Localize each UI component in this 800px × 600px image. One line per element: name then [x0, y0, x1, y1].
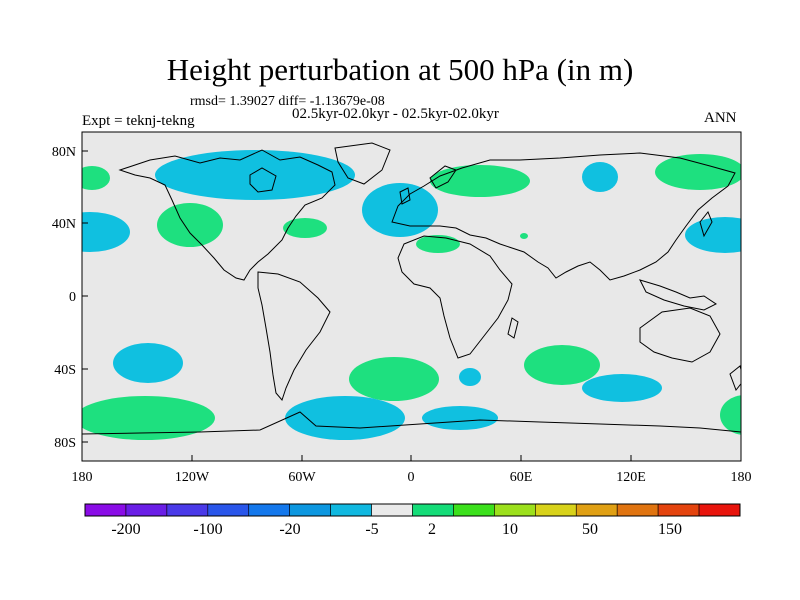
negative-region-canada	[155, 150, 355, 200]
coastline-british-isles	[399, 187, 411, 205]
positive-region-north-pacific-east	[655, 154, 741, 190]
colorbar-label-6: 10	[502, 521, 518, 538]
coastline-north-america	[118, 149, 336, 281]
coastline-southeast-asia	[639, 279, 717, 311]
longitude-labels: 180 120W 60W 0 60E 120E 180	[72, 470, 752, 485]
colorbar-cell-10	[453, 503, 495, 517]
colorbar-label-1: -200	[111, 521, 140, 538]
positive-region-alaska	[82, 166, 110, 190]
coastline-antarctica	[82, 411, 741, 435]
colorbar-cell-2	[125, 503, 168, 517]
colorbar-label-5: 2	[428, 521, 436, 538]
lat-label-0: 0	[69, 290, 76, 305]
positive-region-southern-ocean-east	[720, 395, 741, 435]
colorbar-cell-9	[412, 503, 454, 517]
lat-label-40s: 40S	[54, 363, 76, 378]
lon-label-120w: 120W	[175, 470, 210, 485]
positive-anomaly-regions	[82, 154, 741, 440]
positive-region-indian-ocean	[524, 345, 600, 385]
negative-region-south-atlantic	[422, 406, 498, 430]
coastline-africa	[397, 235, 513, 359]
lon-label-60w: 60W	[288, 470, 316, 485]
lon-label-180-left: 180	[72, 470, 93, 485]
lat-label-80n: 80N	[52, 145, 76, 160]
colorbar-frame	[84, 503, 741, 517]
colorbar-cell-7	[330, 503, 372, 517]
colorbar-cell-16	[698, 503, 741, 517]
colorbar-cell-1	[84, 503, 127, 517]
coastline-new-zealand	[729, 365, 741, 391]
positive-region-south-pacific	[82, 396, 215, 440]
experiment-label: Expt = teknj-tekng	[82, 113, 195, 129]
coastline-scandinavia	[429, 165, 457, 189]
longitude-axis	[191, 455, 632, 461]
positive-region-middle-east	[520, 233, 528, 239]
colorbar-cell-12	[535, 503, 577, 517]
negative-region-southern-indian	[459, 368, 481, 386]
colorbar-label-7: 50	[582, 521, 598, 538]
lat-label-80s: 80S	[54, 436, 76, 451]
coastline-japan	[699, 211, 713, 238]
lon-label-120e: 120E	[616, 470, 646, 485]
coastline-greenland	[334, 142, 391, 185]
negative-region-north-atlantic	[362, 183, 438, 237]
colorbar-cell-8	[371, 503, 413, 517]
colorbar-cell-6	[289, 503, 331, 517]
colorbar	[84, 503, 741, 517]
positive-region-northwest-america	[157, 203, 223, 247]
negative-region-north-pacific	[82, 212, 130, 252]
season-label: ANN	[704, 110, 737, 126]
lon-label-60e: 60E	[510, 470, 533, 485]
negative-region-south-pacific	[113, 343, 183, 383]
lon-label-180-right: 180	[731, 470, 752, 485]
positive-region-north-europe	[430, 165, 530, 197]
colorbar-label-8: 150	[658, 521, 682, 538]
coastline-eurasia	[391, 152, 736, 281]
lat-label-40n: 40N	[52, 217, 76, 232]
colorbar-cell-5	[248, 503, 290, 517]
stats-line: rmsd= 1.39027 diff= -1.13679e-08	[190, 94, 385, 109]
coastline-hudson-bay	[249, 167, 277, 193]
colorbar-label-4: -5	[365, 521, 378, 538]
negative-anomaly-regions	[82, 150, 741, 440]
latitude-labels: 80N 40N 0 40S 80S	[52, 145, 76, 451]
colorbar-label-3: -20	[279, 521, 300, 538]
colorbar-cell-15	[657, 503, 700, 517]
colorbar-cell-13	[575, 503, 618, 517]
latitude-axis	[82, 150, 88, 443]
experiment-description: 02.5kyr-02.0kyr - 02.5kyr-02.0kyr	[292, 106, 499, 122]
plot-title: Height perturbation at 500 hPa (in m)	[166, 52, 634, 87]
negative-region-east-asia	[685, 217, 741, 253]
positive-region-south-atlantic	[349, 357, 439, 401]
colorbar-cell-14	[616, 503, 659, 517]
colorbar-label-2: -100	[193, 521, 222, 538]
coastline-south-america	[257, 271, 331, 401]
negative-region-indian-ocean	[582, 374, 662, 402]
lon-label-0: 0	[408, 470, 415, 485]
coastline-australia	[639, 307, 721, 363]
colorbar-cell-4	[207, 503, 250, 517]
colorbar-cell-11	[494, 503, 536, 517]
colorbar-cell-3	[166, 503, 209, 517]
colorbar-labels: -200 -100 -20 -5 2 10 50 150	[111, 521, 682, 538]
negative-region-south-america	[285, 396, 405, 440]
positive-region-mediterranean	[416, 235, 460, 253]
coastline-madagascar	[507, 317, 519, 339]
positive-region-atlantic	[283, 218, 327, 238]
negative-region-siberia	[582, 162, 618, 192]
coastlines	[82, 142, 741, 435]
